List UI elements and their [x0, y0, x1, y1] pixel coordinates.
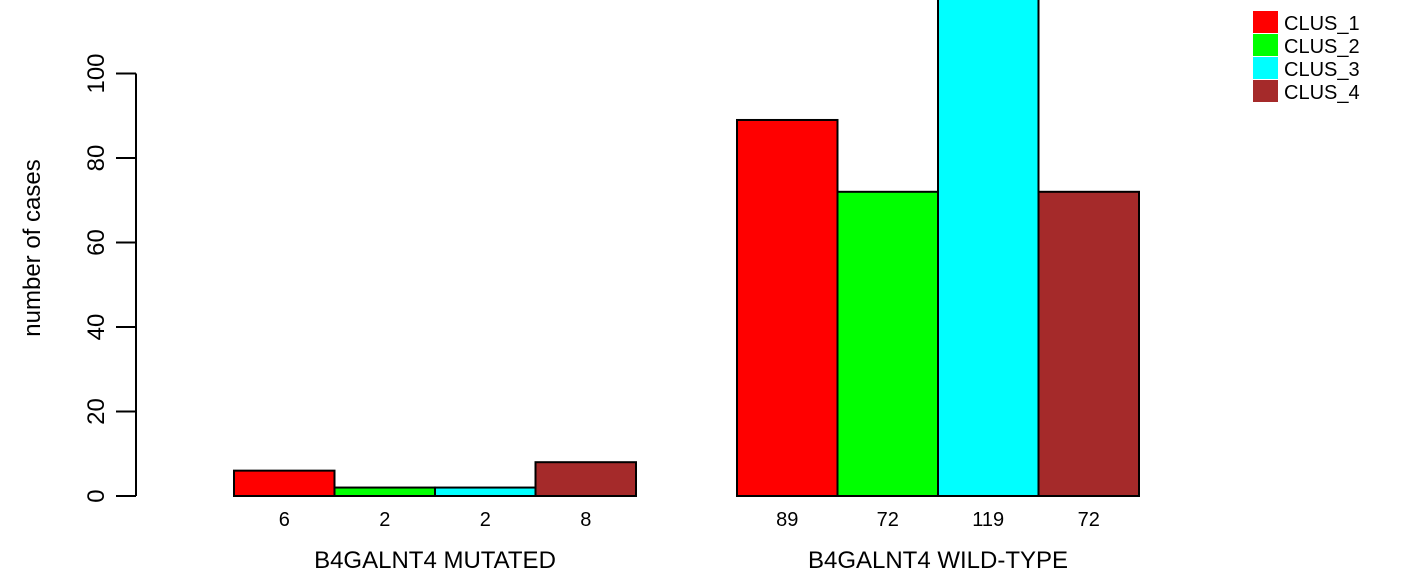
y-axis: 0 20 40 60 80 100	[83, 53, 137, 503]
bar-value-label: 72	[877, 509, 899, 531]
bars	[233, 0, 1140, 498]
bar-value-label: 72	[1078, 509, 1100, 531]
legend-label: CLUS_2	[1284, 36, 1360, 58]
y-tick-label: 60	[83, 229, 110, 256]
legend-label: CLUS_4	[1284, 82, 1360, 104]
group-label: B4GALNT4 MUTATED	[314, 547, 556, 574]
bar-clus-4	[1037, 190, 1140, 498]
legend-swatch	[1253, 80, 1278, 102]
legend-label: CLUS_1	[1284, 13, 1360, 35]
legend-label: CLUS_3	[1284, 59, 1360, 81]
bar-clus-2	[333, 486, 436, 497]
bar-value-label: 2	[480, 509, 491, 531]
y-tick-label: 0	[83, 489, 110, 502]
bar-value-label: 89	[776, 509, 798, 531]
y-tick-label: 100	[83, 53, 110, 93]
bar-value-label: 2	[379, 509, 390, 531]
bar-value-label: 119	[972, 509, 1004, 531]
bar-clus-4	[534, 461, 637, 498]
legend-swatch	[1253, 11, 1278, 33]
bar-value-label: 6	[279, 509, 290, 531]
group-label: B4GALNT4 WILD-TYPE	[808, 547, 1068, 574]
bar-value-label: 8	[580, 509, 591, 531]
legend-swatch	[1253, 57, 1278, 79]
bar-clus-1	[233, 469, 336, 497]
y-tick-label: 80	[83, 145, 110, 172]
y-tick-label: 20	[83, 398, 110, 425]
bar-clus-2	[836, 190, 939, 498]
group-labels: B4GALNT4 MUTATED B4GALNT4 WILD-TYPE	[314, 547, 1068, 574]
bar-clus-3	[937, 0, 1040, 497]
y-tick-label: 40	[83, 314, 110, 341]
legend-swatch	[1253, 34, 1278, 56]
y-axis-label: number of cases	[19, 159, 46, 336]
bar-clus-1	[736, 118, 839, 497]
bar-clus-3	[434, 486, 537, 497]
value-labels: 6 2 2 8 89 72 119 72	[279, 509, 1100, 531]
